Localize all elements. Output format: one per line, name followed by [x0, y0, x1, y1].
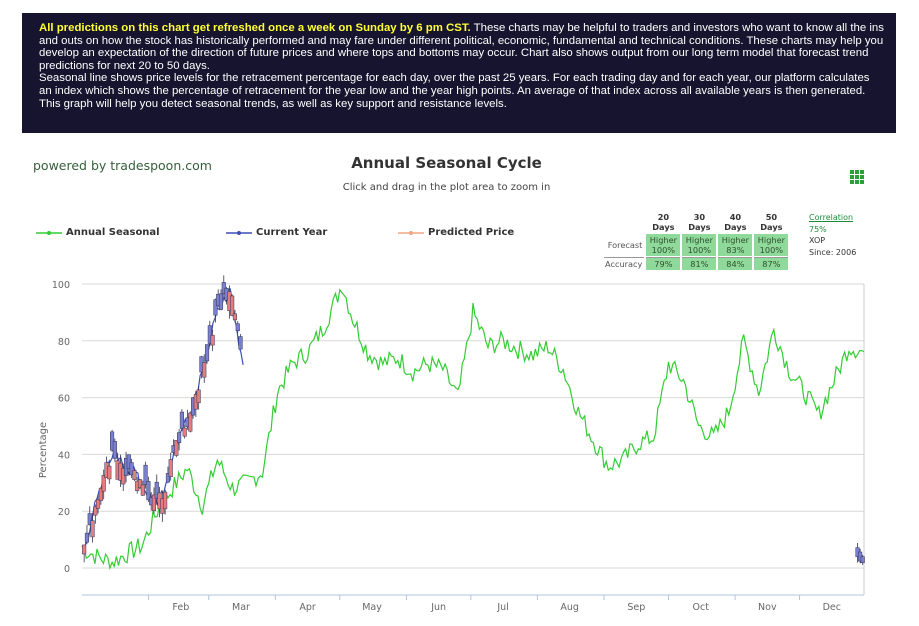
- header-20-days: 20 Days: [652, 212, 675, 232]
- forecast-row-label: Forecast: [607, 240, 643, 250]
- y-tick-label: 0: [64, 564, 70, 575]
- accuracy-cell-20: 79%: [646, 257, 681, 270]
- candle[interactable]: [126, 454, 131, 476]
- candle[interactable]: [93, 504, 98, 524]
- banner-paragraph-1-text: These charts may be helpful to traders a…: [39, 22, 884, 72]
- correlation-value: 75%: [809, 224, 827, 234]
- candle[interactable]: [129, 458, 134, 479]
- x-tick-label-feb: Feb: [172, 602, 189, 613]
- legend-item-predicted-price[interactable]: Predicted Price: [398, 227, 514, 238]
- candle[interactable]: [204, 344, 210, 364]
- candle[interactable]: [112, 438, 117, 462]
- candle[interactable]: [110, 429, 115, 452]
- candle[interactable]: [179, 409, 184, 432]
- legend-item-current-year[interactable]: Current Year: [226, 227, 327, 238]
- correlation-box: Correlation 75% XOP Since: 2006: [809, 212, 856, 258]
- candle[interactable]: [213, 298, 218, 323]
- candle[interactable]: [140, 480, 145, 496]
- candle[interactable]: [210, 329, 215, 352]
- candle[interactable]: [202, 354, 207, 383]
- candle[interactable]: [168, 452, 173, 481]
- chart-subtitle: Click and drag in the plot area to zoom …: [342, 182, 551, 193]
- candle[interactable]: [165, 466, 170, 484]
- x-tick-label-sep: Sep: [627, 602, 645, 613]
- y-axis-label: Percentage: [38, 422, 49, 478]
- candle[interactable]: [107, 459, 112, 484]
- chart-menu-icon[interactable]: [850, 170, 864, 184]
- x-tick-label-aug: Aug: [560, 602, 579, 613]
- series-line-annual-seasonal[interactable]: [81, 288, 865, 571]
- x-tick-label-mar: Mar: [232, 602, 250, 613]
- banner-paragraph-2: Seasonal line shows price levels for the…: [39, 72, 870, 110]
- banner-headline: All predictions on this chart get refres…: [39, 22, 471, 34]
- candle[interactable]: [238, 334, 243, 350]
- y-tick-label: 20: [58, 507, 70, 518]
- accuracy-row-label: Accuracy: [604, 257, 645, 269]
- candle[interactable]: [84, 525, 89, 545]
- candle[interactable]: [163, 489, 168, 515]
- candle[interactable]: [90, 513, 95, 543]
- y-tick-label: 40: [58, 450, 70, 461]
- legend-symbol-seasonal: [36, 230, 62, 235]
- correlation-since: Since: 2006: [809, 247, 857, 257]
- seasonal-chart[interactable]: 0 20 40 60 80 100 Feb Mar Apr May Jun Jul Aug Sep Oct N…: [0, 270, 919, 626]
- candle[interactable]: [132, 468, 137, 482]
- info-banner: All predictions on this chart get refres…: [22, 13, 896, 133]
- header-50-days: 50 Days: [760, 212, 783, 232]
- chart-title: Annual Seasonal Cycle: [351, 154, 542, 172]
- candle[interactable]: [87, 506, 92, 526]
- candle[interactable]: [230, 294, 235, 317]
- candle[interactable]: [218, 289, 224, 311]
- forecast-cell-40: Higher 83%: [718, 234, 753, 256]
- x-tick-label-oct: Oct: [693, 602, 710, 613]
- legend-symbol-predicted: [398, 230, 424, 235]
- forecast-cell-30: Higher 100%: [682, 234, 717, 256]
- header-30-days: 30 Days: [688, 212, 711, 232]
- candle[interactable]: [177, 428, 182, 451]
- candle[interactable]: [82, 544, 87, 563]
- forecast-cell-50: Higher 100%: [754, 234, 789, 256]
- candle[interactable]: [232, 309, 238, 323]
- candle[interactable]: [235, 321, 240, 334]
- y-tick-label: 60: [58, 394, 70, 405]
- legend-label-predicted-price: Predicted Price: [428, 227, 515, 238]
- candle[interactable]: [207, 320, 212, 347]
- legend-item-annual-seasonal[interactable]: Annual Seasonal: [36, 227, 160, 238]
- correlation-link[interactable]: Correlation: [809, 213, 854, 222]
- forecast-cell-20: Higher 100%: [646, 234, 681, 256]
- x-tick-label-jun: Jun: [430, 602, 446, 613]
- candle[interactable]: [151, 487, 157, 514]
- candle[interactable]: [188, 411, 193, 433]
- x-tick-label-may: May: [362, 602, 382, 613]
- legend-symbol-current: [226, 230, 252, 235]
- candle[interactable]: [174, 440, 179, 458]
- candle[interactable]: [101, 469, 106, 500]
- candle[interactable]: [143, 461, 148, 489]
- legend-label-current-year: Current Year: [256, 227, 328, 238]
- candle[interactable]: [860, 554, 865, 566]
- legend-label-annual-seasonal: Annual Seasonal: [66, 227, 160, 238]
- y-tick-label: 100: [52, 280, 70, 291]
- candle[interactable]: [146, 476, 151, 503]
- accuracy-cell-30: 81%: [682, 257, 717, 270]
- x-tick-label-jul: Jul: [496, 602, 508, 613]
- candle[interactable]: [137, 479, 143, 490]
- x-tick-label-apr: Apr: [299, 602, 316, 613]
- candle[interactable]: [121, 463, 126, 492]
- candle[interactable]: [196, 386, 201, 410]
- accuracy-cell-50: 87%: [754, 257, 789, 270]
- y-tick-label: 80: [58, 337, 70, 348]
- candle[interactable]: [154, 474, 159, 505]
- forecast-table: 20 Days 30 Days 40 Days 50 Days Forecast…: [602, 210, 790, 271]
- correlation-ticker: XOP: [809, 236, 826, 246]
- banner-paragraph-1: All predictions on this chart get refres…: [39, 22, 884, 72]
- accuracy-cell-40: 84%: [718, 257, 753, 270]
- candle[interactable]: [98, 487, 103, 505]
- powered-by-link[interactable]: powered by tradespoon.com: [33, 158, 212, 173]
- x-tick-label-nov: Nov: [758, 602, 777, 613]
- candle[interactable]: [182, 424, 187, 439]
- candle[interactable]: [96, 494, 101, 514]
- x-tick-label-dec: Dec: [823, 602, 841, 613]
- header-40-days: 40 Days: [724, 212, 747, 232]
